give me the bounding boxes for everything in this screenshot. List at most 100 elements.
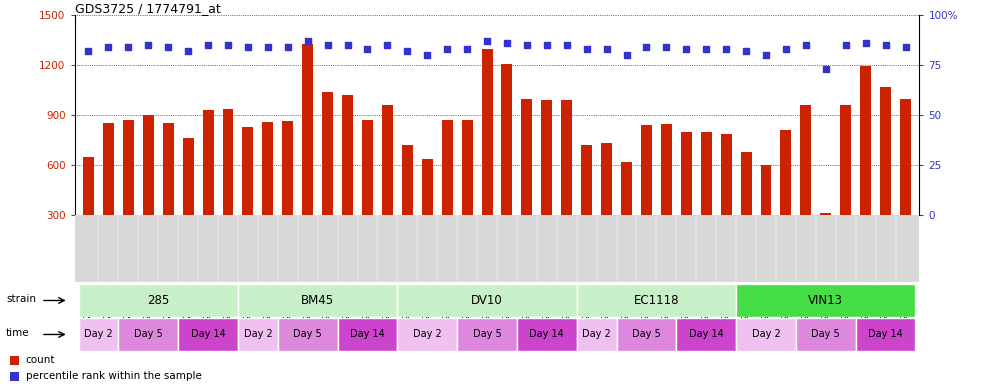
Text: Day 5: Day 5 <box>293 329 322 339</box>
Bar <box>581 145 592 215</box>
Bar <box>681 132 692 215</box>
Point <box>259 44 275 50</box>
Bar <box>103 123 114 215</box>
Text: Day 2: Day 2 <box>84 329 113 339</box>
Bar <box>338 318 398 351</box>
Point <box>838 42 854 48</box>
Point <box>539 42 555 48</box>
Bar <box>282 121 293 215</box>
Bar <box>522 99 533 215</box>
Point <box>419 52 435 58</box>
Bar <box>238 318 277 351</box>
Text: time: time <box>6 328 30 338</box>
Bar <box>796 318 856 351</box>
Bar <box>661 124 672 215</box>
Point <box>340 42 356 48</box>
Bar <box>342 95 353 215</box>
Bar <box>203 110 214 215</box>
Point <box>200 42 216 48</box>
Bar <box>10 356 19 365</box>
Bar <box>721 134 732 215</box>
Text: Day 5: Day 5 <box>632 329 661 339</box>
Text: 285: 285 <box>147 294 169 307</box>
Text: count: count <box>26 356 56 366</box>
Text: Day 14: Day 14 <box>530 329 565 339</box>
Bar <box>800 105 811 215</box>
Text: Day 5: Day 5 <box>134 329 163 339</box>
Point <box>618 52 634 58</box>
Bar <box>840 105 851 215</box>
Point <box>320 42 336 48</box>
Bar <box>362 120 373 215</box>
Point <box>360 46 376 52</box>
Bar <box>262 122 273 215</box>
Point <box>798 42 814 48</box>
Bar <box>302 44 313 215</box>
Bar <box>118 318 178 351</box>
Bar <box>421 159 432 215</box>
Point <box>120 44 136 50</box>
Text: Day 2: Day 2 <box>244 329 272 339</box>
Text: Day 14: Day 14 <box>350 329 385 339</box>
Text: strain: strain <box>6 294 36 304</box>
Bar <box>143 115 154 215</box>
Bar <box>542 100 553 215</box>
Point <box>479 38 495 45</box>
Point <box>878 42 894 48</box>
Point <box>559 42 575 48</box>
Text: Day 14: Day 14 <box>191 329 226 339</box>
Point <box>439 46 455 52</box>
Point <box>160 44 176 50</box>
Text: Day 14: Day 14 <box>868 329 903 339</box>
Point <box>678 46 694 52</box>
Point <box>758 52 774 58</box>
Bar <box>398 318 457 351</box>
Text: EC1118: EC1118 <box>633 294 679 307</box>
Bar <box>481 49 492 215</box>
Point <box>100 44 116 50</box>
Bar <box>676 318 737 351</box>
Bar <box>621 162 632 215</box>
Point <box>598 46 614 52</box>
Text: Day 2: Day 2 <box>582 329 611 339</box>
Text: VIN13: VIN13 <box>808 294 843 307</box>
Text: BM45: BM45 <box>301 294 334 307</box>
Text: percentile rank within the sample: percentile rank within the sample <box>26 371 202 381</box>
Bar <box>163 123 174 215</box>
Bar <box>737 318 796 351</box>
Bar <box>780 130 791 215</box>
Text: Day 14: Day 14 <box>689 329 724 339</box>
Text: Day 5: Day 5 <box>811 329 840 339</box>
Bar <box>441 120 452 215</box>
Bar <box>502 64 513 215</box>
Bar <box>10 372 19 381</box>
Text: Day 2: Day 2 <box>413 329 441 339</box>
Point <box>519 42 535 48</box>
Bar <box>820 214 831 215</box>
Bar <box>601 144 612 215</box>
Bar <box>577 318 616 351</box>
Bar <box>461 120 472 215</box>
Bar <box>641 125 652 215</box>
Point <box>858 40 874 46</box>
Bar <box>79 318 118 351</box>
Bar <box>856 318 915 351</box>
Text: GDS3725 / 1774791_at: GDS3725 / 1774791_at <box>75 2 221 15</box>
Bar <box>701 132 712 215</box>
Bar <box>457 318 517 351</box>
Bar <box>223 109 234 215</box>
Point <box>400 48 415 55</box>
Point <box>81 48 96 55</box>
Bar <box>616 318 676 351</box>
Bar <box>83 157 94 215</box>
Bar <box>382 105 393 215</box>
Bar <box>760 165 771 215</box>
Text: Day 5: Day 5 <box>473 329 501 339</box>
Point <box>778 46 794 52</box>
Bar <box>860 66 871 215</box>
Bar <box>517 318 577 351</box>
Point <box>818 66 834 72</box>
Bar <box>737 284 915 317</box>
Point <box>280 44 296 50</box>
Point <box>180 48 196 55</box>
